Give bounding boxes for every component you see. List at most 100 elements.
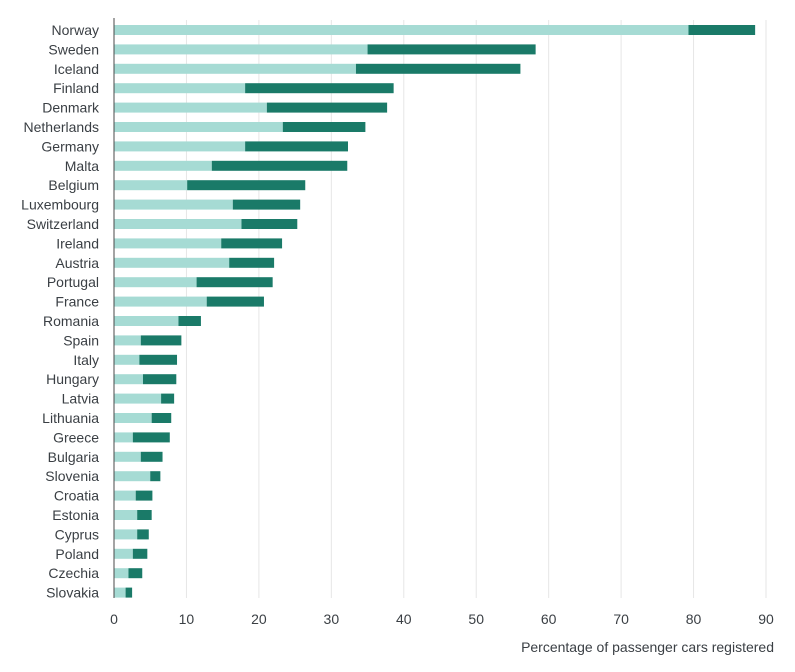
x-tick-label: 50 [468, 611, 484, 627]
bar-segment-light [114, 393, 162, 404]
bar-segment-dark [282, 122, 366, 132]
bar-segment-light [114, 44, 368, 55]
category-label: Czechia [48, 565, 99, 581]
x-tick-label: 30 [324, 611, 340, 627]
bar-segment-dark [140, 451, 163, 462]
bar-segment-light [114, 238, 222, 249]
bar-segment-dark [128, 568, 143, 579]
category-label: Ireland [56, 235, 99, 251]
category-label: Estonia [52, 507, 99, 523]
bar-segment-dark [221, 238, 283, 249]
x-tick-label: 60 [541, 611, 557, 627]
bar-segment-light [114, 413, 152, 423]
category-label: Italy [73, 352, 99, 368]
category-label: Slovakia [46, 585, 99, 601]
category-label: Cyprus [55, 526, 99, 542]
bar-segment-dark [211, 160, 348, 171]
category-label: Austria [55, 255, 99, 271]
category-label: Switzerland [27, 216, 99, 232]
bar-segment-dark [151, 413, 172, 423]
bar-segment-dark [688, 25, 756, 35]
bar-segment-dark [245, 83, 394, 94]
category-label: Netherlands [24, 119, 100, 135]
category-label: Sweden [48, 41, 99, 57]
category-label: Greece [53, 429, 99, 445]
bar-segment-light [114, 160, 212, 171]
bar-segment-dark [367, 44, 536, 55]
bar-segment-dark [229, 257, 275, 268]
bar-segment-dark [206, 296, 264, 307]
bar-segment-dark [135, 490, 153, 501]
bar-segment-light [114, 510, 138, 520]
bar-segment-dark [140, 335, 182, 346]
x-tick-label: 0 [110, 611, 118, 627]
bar-segment-dark [139, 354, 178, 365]
category-label: Belgium [48, 177, 99, 193]
bar-segment-light [114, 432, 133, 443]
x-axis-title: Percentage of passenger cars registered [521, 639, 774, 655]
bar-segment-dark [132, 548, 148, 559]
bar-segment-light [114, 199, 233, 210]
category-label: Malta [65, 158, 99, 174]
bar-segment-light [114, 141, 246, 152]
bar-segment-light [114, 354, 140, 365]
bar-segment-light [114, 335, 141, 346]
category-label: Norway [52, 22, 99, 38]
bar-segment-dark [232, 199, 301, 210]
bar-segment-dark [355, 63, 521, 74]
bar-segment-dark [161, 393, 175, 404]
gridlines [185, 20, 767, 598]
bar-segment-dark [241, 219, 298, 229]
bars [114, 25, 756, 598]
bar-segment-dark [245, 141, 348, 152]
category-label: Slovenia [45, 468, 99, 484]
x-tick-label: 70 [613, 611, 629, 627]
bar-segment-light [114, 471, 151, 482]
category-label: Spain [63, 332, 99, 348]
x-tick-label: 40 [396, 611, 412, 627]
bar-segment-dark [142, 374, 177, 385]
bar-segment-light [114, 374, 143, 385]
bar-segment-light [114, 548, 133, 559]
category-label: France [55, 294, 99, 310]
bar-segment-light [114, 63, 356, 74]
category-label: Germany [41, 138, 99, 154]
bar-segment-dark [125, 587, 133, 598]
bar-segment-light [114, 257, 230, 268]
x-tick-labels: 0 10 20 30 40 50 60 70 80 90 [110, 611, 774, 627]
bar-segment-dark [137, 510, 152, 520]
bar-segment-light [114, 316, 179, 326]
category-label: Finland [53, 80, 99, 96]
x-tick-label: 80 [686, 611, 702, 627]
category-labels: Norway Sweden Iceland Finland Denmark Netherl… [21, 22, 100, 601]
bar-segment-dark [187, 180, 306, 191]
bar-segment-light [114, 122, 283, 132]
category-label: Bulgaria [48, 449, 100, 465]
bar-segment-dark [196, 277, 273, 288]
category-label: Romania [43, 313, 99, 329]
bar-segment-dark [137, 529, 149, 540]
bar-segment-light [114, 102, 267, 113]
bar-segment-light [114, 587, 126, 598]
bar-segment-light [114, 180, 188, 191]
category-label: Lithuania [42, 410, 99, 426]
category-label: Croatia [54, 488, 99, 504]
x-tick-label: 90 [758, 611, 774, 627]
category-label: Latvia [62, 391, 100, 407]
category-label: Iceland [54, 61, 99, 77]
bar-segment-dark [150, 471, 161, 482]
bar-segment-dark [178, 316, 201, 326]
bar-segment-light [114, 568, 129, 579]
bar-segment-light [114, 25, 689, 35]
bar-segment-light [114, 83, 246, 94]
bar-segment-light [114, 490, 136, 501]
bar-segment-dark [266, 102, 388, 113]
category-label: Portugal [47, 274, 99, 290]
category-label: Denmark [42, 100, 100, 116]
x-tick-label: 10 [179, 611, 195, 627]
category-label: Hungary [46, 371, 99, 387]
bar-segment-light [114, 451, 141, 462]
category-label: Poland [55, 546, 99, 562]
bar-segment-dark [132, 432, 170, 443]
